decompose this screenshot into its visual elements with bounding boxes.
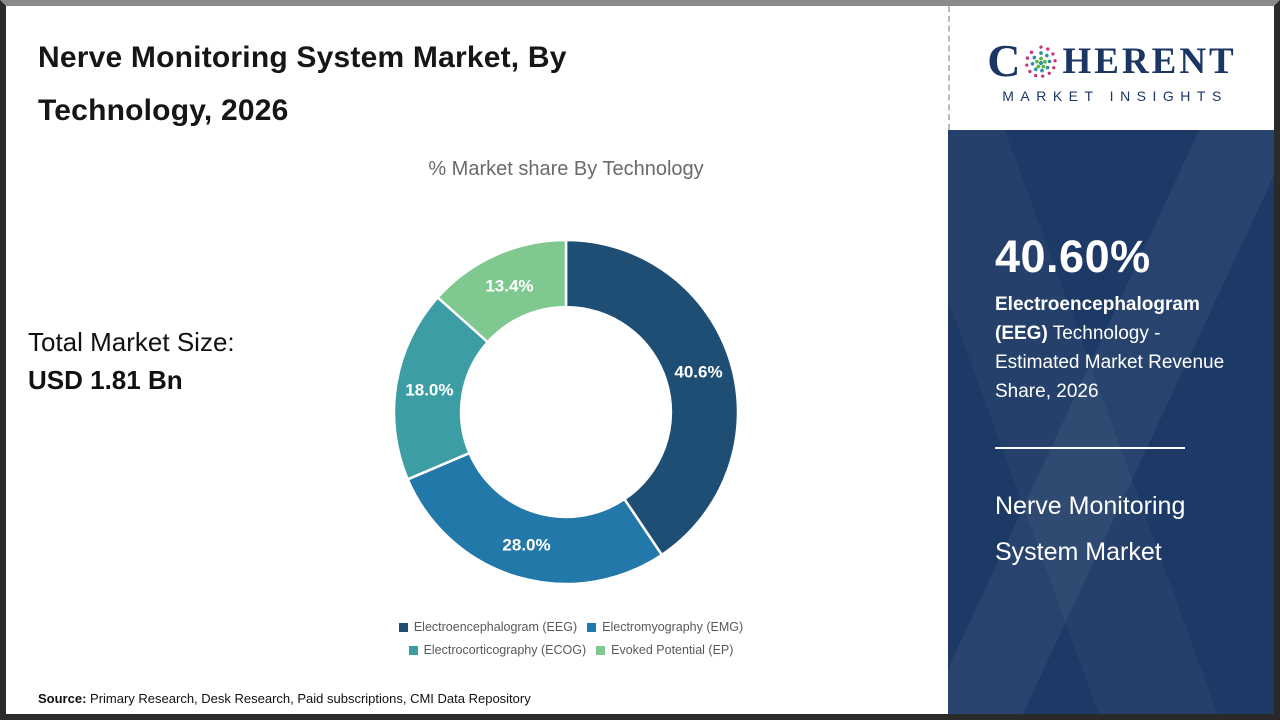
- stat-value: 40.60%: [995, 231, 1151, 282]
- source-text: Primary Research, Desk Research, Paid su…: [86, 691, 531, 706]
- pie-slice: [564, 238, 740, 557]
- stat-description-bold: Electroencephalogram (EEG): [995, 294, 1200, 344]
- pie-slice: [435, 238, 568, 344]
- legend-label: Evoked Potential (EP): [611, 643, 734, 657]
- highlight-panel: 40.60% Electroencephalogram (EEG) Techno…: [948, 130, 1274, 714]
- right-sidebar: C: [948, 6, 1274, 714]
- total-market-size-label: Total Market Size:: [28, 327, 235, 357]
- globe-icon: [1025, 45, 1058, 78]
- data-label: 13.4%: [485, 277, 533, 296]
- market-name: Nerve Monitoring System Market: [995, 491, 1186, 566]
- logo-subtitle: MARKET INSIGHTS: [1002, 88, 1228, 104]
- logo-letters-herent: HERENT: [1062, 40, 1237, 82]
- source-note: Source: Primary Research, Desk Research,…: [38, 691, 531, 706]
- legend-label: Electrocorticography (ECOG): [423, 643, 587, 657]
- total-market-size-value: USD 1.81 Bn: [28, 364, 183, 395]
- legend-swatch-icon: [596, 645, 606, 655]
- data-label: 40.6%: [674, 363, 722, 382]
- stat-description-rest: Technology - Estimated Market Revenue Sh…: [995, 322, 1225, 402]
- legend-swatch-icon: [587, 622, 597, 632]
- data-label: 18.0%: [405, 380, 453, 399]
- legend-item: Evoked Potential (EP): [596, 643, 733, 657]
- source-label: Source:: [38, 691, 87, 706]
- legend-swatch-icon: [408, 645, 418, 655]
- legend-item: Electrocorticography (ECOG): [408, 643, 587, 657]
- legend-item: Electroencephalogram (EEG): [398, 620, 578, 634]
- legend-label: Electromyography (EMG): [602, 620, 744, 634]
- donut-chart: 40.6% 28.0% 18.0% 13.4%: [392, 238, 740, 586]
- legend-item: Electromyography (EMG): [587, 620, 743, 634]
- total-market-size: Total Market Size: USD 1.81 Bn: [28, 324, 235, 399]
- logo-letter-c: C: [987, 35, 1021, 86]
- chart-title: % Market share By Technology: [428, 158, 704, 180]
- stat-description: Electroencephalogram (EEG) Technology - …: [995, 291, 1235, 407]
- logo-wordmark: C: [987, 38, 1237, 84]
- pie-slice: [406, 451, 664, 586]
- chart-legend: Electroencephalogram (EEG) Electromyograp…: [331, 620, 811, 657]
- main-content: Nerve Monitoring System Market, By Techn…: [6, 6, 948, 714]
- data-label: 28.0%: [502, 536, 550, 555]
- separator-line: [995, 446, 1185, 449]
- page-title: Nerve Monitoring System Market, By Techn…: [38, 41, 567, 127]
- logo: C: [948, 6, 1274, 130]
- legend-swatch-icon: [398, 622, 408, 632]
- legend-label: Electroencephalogram (EEG): [413, 620, 578, 634]
